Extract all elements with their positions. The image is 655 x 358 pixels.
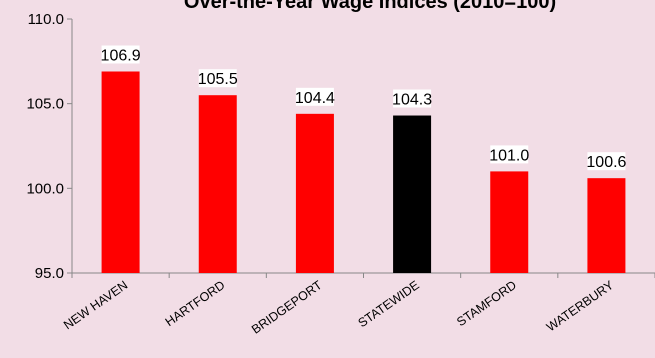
- y-tick-label: 100.0: [26, 180, 64, 197]
- bar-statewide: [393, 115, 432, 274]
- bar-bridgeport: [295, 113, 334, 274]
- y-axis: 95.0 100.0 105.0 110.0: [26, 11, 73, 282]
- data-label: 101.0: [489, 147, 529, 164]
- bars-group: [101, 71, 626, 274]
- x-tick-label: STAMFORD: [454, 278, 519, 329]
- data-labels-group: 106.9 105.5 104.4 104.3 101.0 100.6: [101, 45, 627, 171]
- x-tick-label: BRIDGEPORT: [249, 278, 325, 337]
- data-label: 104.4: [295, 90, 335, 107]
- data-label: 105.5: [198, 71, 238, 88]
- data-label-background: [490, 145, 529, 164]
- x-tick-label: STATEWIDE: [356, 278, 422, 330]
- data-label-background: [393, 89, 432, 108]
- bar-waterbury: [587, 178, 626, 273]
- data-label-background: [587, 152, 626, 171]
- bar-stamford: [490, 171, 529, 273]
- x-axis: NEW HAVEN HARTFORD BRIDGEPORT STATEWIDE STAM…: [61, 272, 655, 337]
- data-label: 100.6: [586, 154, 626, 171]
- x-tick-label: WATERBURY: [544, 278, 617, 335]
- data-label-background: [101, 45, 140, 64]
- bar-hartford: [198, 95, 237, 273]
- y-tick-label: 105.0: [26, 96, 64, 113]
- bar-new-haven: [101, 71, 140, 273]
- data-label: 104.3: [392, 92, 432, 109]
- data-label-background: [295, 87, 334, 106]
- x-tick-label: HARTFORD: [163, 278, 228, 329]
- y-tick-label: 110.0: [28, 11, 64, 28]
- y-tick-label: 95.0: [35, 265, 64, 282]
- data-label: 106.9: [101, 47, 141, 64]
- data-label-background: [198, 69, 237, 88]
- x-tick-label: NEW HAVEN: [61, 278, 130, 332]
- chart-title: Over-the-Year Wage Indices (2010=100): [184, 0, 556, 13]
